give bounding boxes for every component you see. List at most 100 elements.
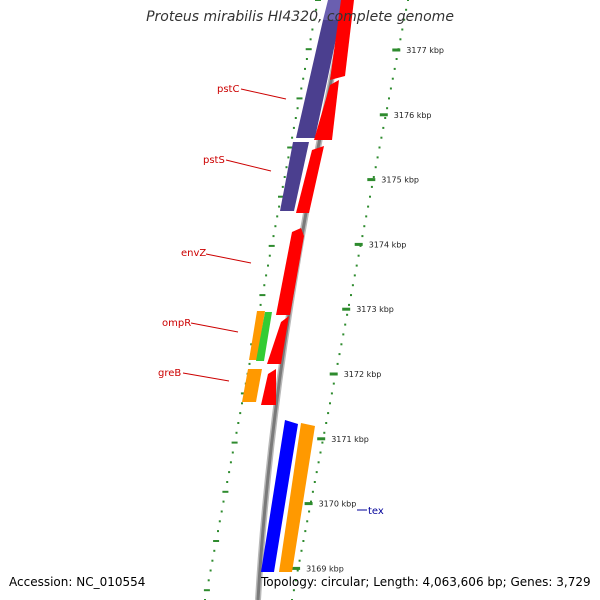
right-track-dot [321, 441, 324, 444]
left-track-dot [213, 549, 216, 552]
left-track-dot [226, 481, 229, 483]
psts-gene-arrow [296, 146, 324, 213]
scale-tick-label: 3170 kbp [319, 500, 357, 509]
left-track-dot [239, 412, 242, 415]
scale-tick-label: 3172 kbp [344, 370, 382, 379]
right-track-dot [317, 461, 320, 464]
left-track-dot [315, 0, 321, 1]
left-track-dot [259, 294, 266, 297]
right-track-dot [351, 284, 354, 287]
ompr-gene-arrow [267, 316, 289, 364]
scale-tick-label: 3171 kbp [331, 435, 369, 444]
scale-ticks: 3177 kbp 3176 kbp 3175 kbp 3174 kbp 3173 kbp… [292, 46, 444, 573]
scale-tick-label: 3174 kbp [369, 240, 407, 249]
right-track-dot [384, 117, 387, 119]
scale-tick-mark [317, 437, 326, 441]
left-track-dot [311, 28, 314, 31]
left-track-dot [237, 422, 240, 424]
left-track-dot [229, 461, 232, 464]
right-track-dot [369, 195, 371, 198]
right-track-dot [300, 549, 303, 552]
scale-tick-label: 3175 kbp [381, 176, 419, 185]
scale-tick-mark [392, 48, 401, 52]
right-track-dot [380, 136, 383, 139]
right-track-dot [340, 343, 343, 346]
left-track-dot [267, 264, 269, 267]
right-track-dot [319, 451, 322, 454]
scale-tick-mark [354, 242, 363, 246]
left-track-dot [287, 146, 294, 149]
left-track-dot [305, 58, 308, 60]
envz-gene-arrow [276, 228, 304, 315]
scale-tick-mark [367, 178, 376, 182]
gene-label-ompr: ompR [162, 318, 191, 329]
right-track-dot [296, 569, 299, 572]
right-track-dot [346, 313, 349, 316]
right-track-dot [311, 490, 314, 493]
left-track-dot [292, 126, 295, 129]
left-track-dot [304, 67, 306, 70]
right-track-dot [403, 18, 406, 21]
left-track-dot [276, 215, 279, 218]
right-track-dot [342, 333, 345, 336]
right-track-dot [338, 353, 341, 356]
right-track-dot [302, 540, 305, 542]
right-track-dot [372, 176, 375, 178]
right-track-dot [344, 323, 347, 326]
right-track-dot [355, 264, 358, 267]
right-track-dot [292, 589, 295, 592]
right-track-dot [407, 0, 409, 1]
psts-cds-arrow [280, 142, 309, 211]
right-track-dot [304, 530, 307, 533]
greb-cds-arrow [242, 369, 262, 402]
right-track-dot [378, 146, 381, 149]
right-track-dot [327, 412, 330, 415]
scale-tick-mark [329, 372, 338, 376]
left-track-dot [268, 244, 275, 247]
left-track-dot [278, 205, 281, 208]
left-track-dot [218, 520, 221, 523]
right-track-dot [348, 303, 350, 306]
genome-summary-text: Topology: circular; Length: 4,063,606 bp… [261, 575, 591, 589]
right-track-dot [361, 235, 364, 238]
left-track-dot [309, 38, 312, 41]
left-track-dot [211, 559, 214, 562]
gene-label-psts: pstS [203, 155, 225, 166]
left-track-dot [296, 107, 299, 110]
left-track-dot [259, 303, 262, 306]
left-track-dot [268, 254, 271, 257]
left-track-dot [231, 451, 234, 454]
right-track-dot [357, 254, 360, 257]
pstc-top-cds-arrow [323, 0, 342, 20]
left-track-dot [222, 490, 229, 493]
ompr-cds-arrow [249, 311, 265, 360]
gene-label-leaders [182, 88, 287, 382]
right-track-dot [388, 97, 390, 100]
right-track-dot [395, 58, 398, 60]
right-track-dot [313, 481, 316, 483]
left-track-dot [272, 235, 275, 238]
left-track-dot [265, 274, 268, 277]
left-track-dot [207, 579, 210, 582]
left-track-dot [300, 87, 303, 90]
scale-tick-mark [304, 502, 313, 506]
right-track-dot [298, 559, 301, 562]
right-track-dot [370, 185, 373, 188]
left-track-dot [203, 589, 210, 592]
right-track-dot [367, 205, 370, 208]
left-track-dot [231, 441, 238, 444]
right-track-dot [389, 87, 392, 90]
right-track-dot [376, 156, 379, 159]
left-track-dot [220, 510, 223, 513]
left-track-dot [291, 136, 294, 139]
left-track-dot [302, 77, 305, 80]
right-track-dot [325, 422, 328, 424]
feature-track [242, 0, 354, 572]
gene-label-pstc: pstC [217, 84, 239, 95]
right-track-dot [350, 294, 352, 297]
right-track-dot [294, 579, 297, 582]
right-track-dot [310, 500, 312, 503]
left-track-dot [283, 176, 286, 178]
right-track-dot [323, 431, 326, 434]
